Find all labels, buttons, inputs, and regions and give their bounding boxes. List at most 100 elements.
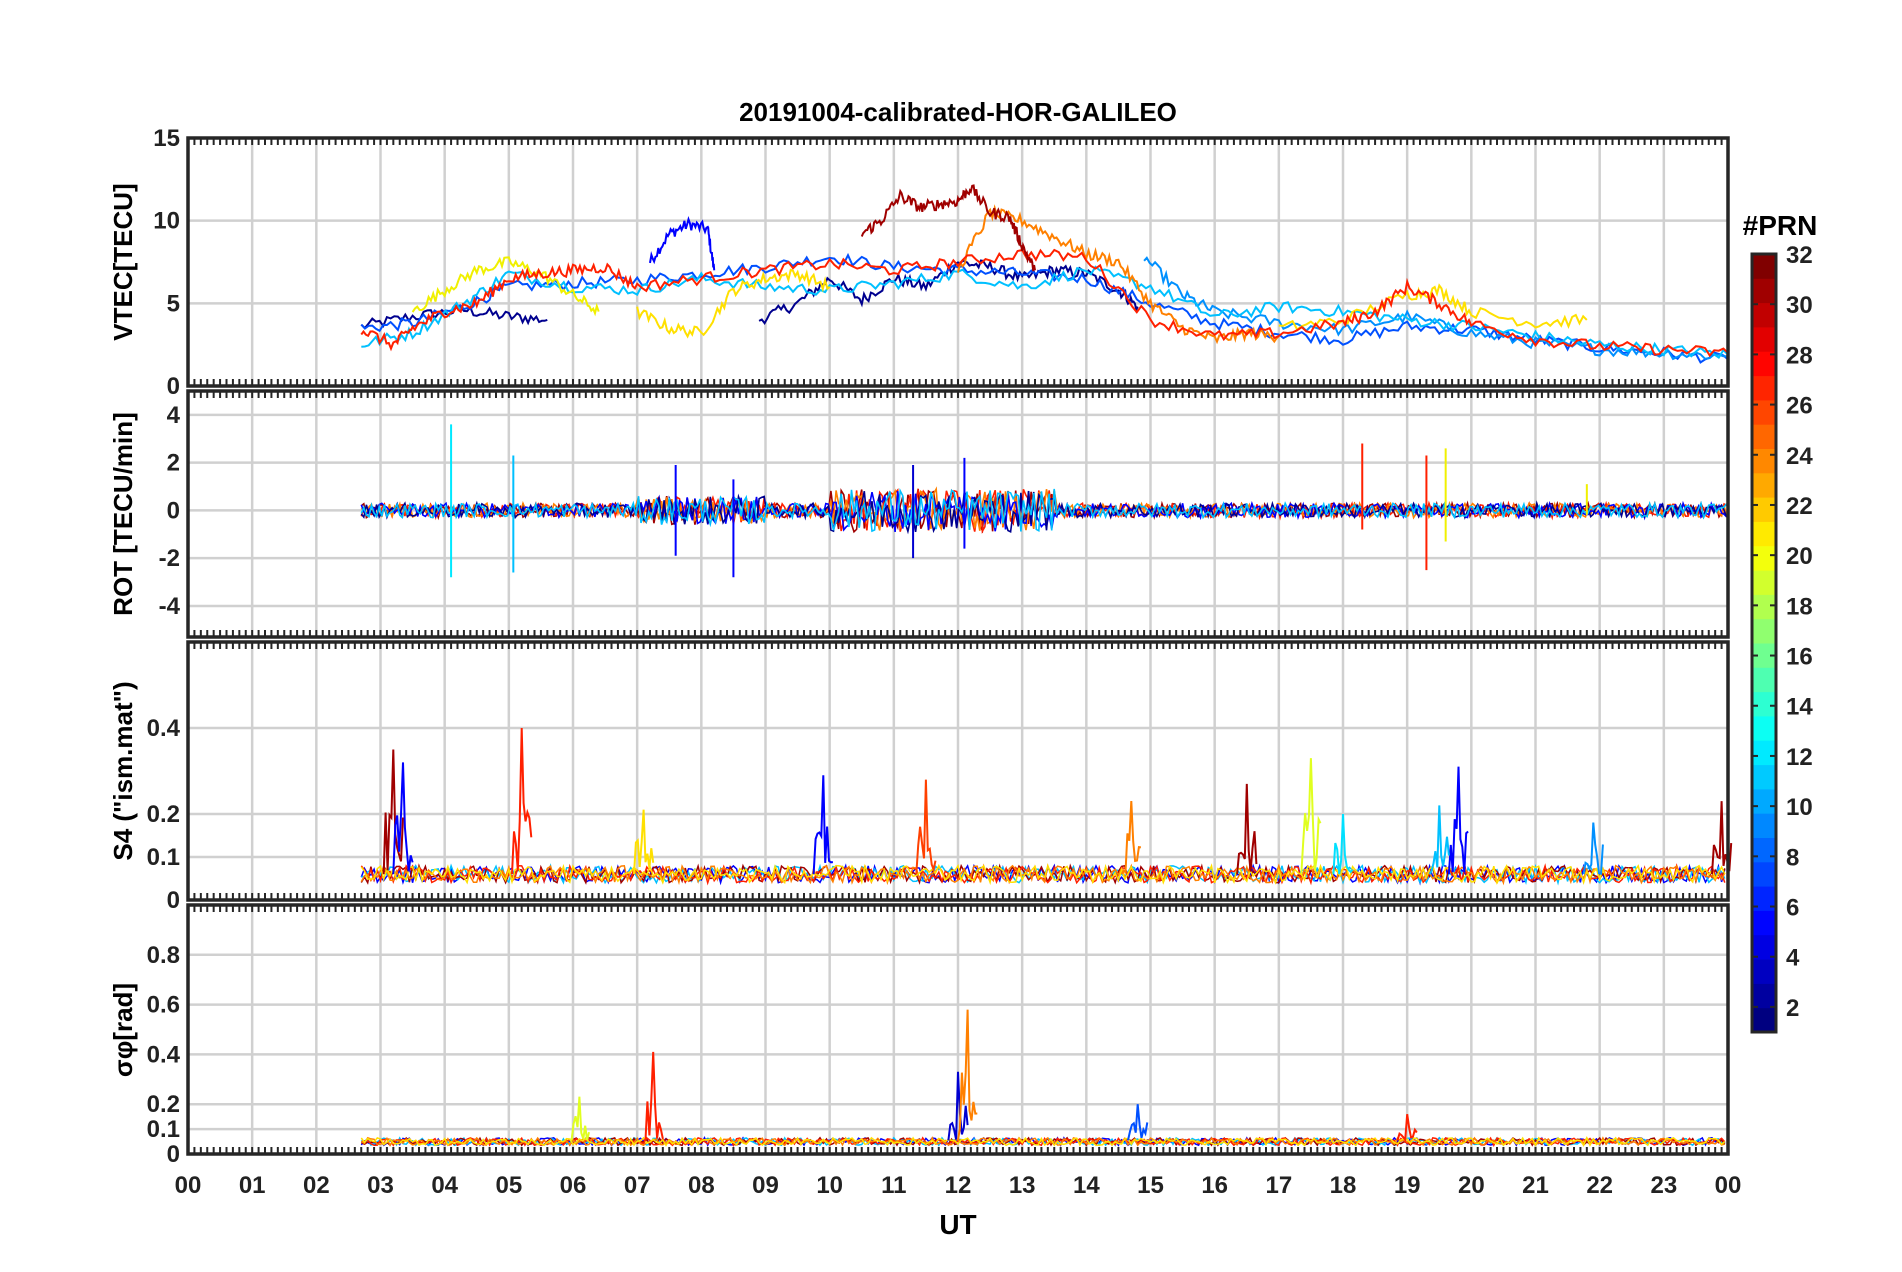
y-tick-label: 2 [167,450,180,477]
colorbar-segment [1752,910,1776,936]
y-tick-label: 4 [167,402,181,429]
x-tick-label: 13 [1009,1172,1036,1199]
vtec-series-prn-2 [758,259,1139,326]
colorbar-frame [1750,252,1778,1034]
y-tick-label: 5 [167,290,180,317]
x-tick-label: 18 [1330,1172,1357,1199]
colorbar-segment [1752,691,1776,717]
y-tick-label: 0 [167,1141,180,1168]
colorbar-tick-label: 16 [1786,644,1813,671]
peak-trace [1127,1104,1149,1141]
colorbar-label: #PRN [1743,210,1818,241]
x-tick-label: 16 [1201,1172,1228,1199]
panel-4: 00.10.2 0.4 0.6 0.8 σφ[rad] [108,903,1730,1168]
rot-noise-trace [360,488,1728,533]
y-tick-label: 0 [167,497,180,524]
x-tick-label: 19 [1394,1172,1421,1199]
colorbar-tick-label: 10 [1786,794,1813,821]
peak-trace [812,775,833,875]
colorbar-segment [1752,448,1776,474]
vtec-series-prn-2 [360,304,548,330]
vtec-series-prn-4 [649,216,716,271]
vtec-series-prn-6 [360,252,1729,364]
x-tick-label: 07 [624,1172,651,1199]
y-tick-label: 0.2 [147,1091,180,1118]
colorbar-segment [1752,254,1776,279]
colorbar-segment [1752,497,1776,522]
colorbar-tick-label: 32 [1786,242,1813,269]
colorbar-segment [1752,618,1776,644]
series-group [360,424,1728,578]
colorbar-segment [1752,667,1776,693]
colorbar-segment [1752,715,1776,741]
peak-trace [382,749,404,875]
colorbar-segment [1752,472,1776,498]
colorbar-segment [1752,521,1776,547]
colorbar-tick-label: 30 [1786,292,1813,319]
y-tick-label: 15 [153,125,180,152]
x-tick-label: 08 [688,1172,715,1199]
x-tick-label: 02 [303,1172,330,1199]
colorbar-segment [1752,934,1776,960]
peak-trace [392,762,414,875]
y-tick-label: 0.1 [147,844,180,871]
peak-trace [643,1051,664,1142]
peak-trace [957,1009,978,1141]
x-tick-labels: 00 01 02 03 04 05 06 07 08 09 10 11 12 13 14 15 16 17 18 19… [175,1172,1742,1199]
y-tick-label: 0.4 [147,715,181,742]
colorbar-segment [1752,837,1776,863]
peak-trace [511,727,533,875]
x-tick-label: 03 [367,1172,394,1199]
peak-trace [1236,783,1258,875]
vtec-series-prn-27 [360,248,1729,358]
colorbar-tick-label: 2 [1786,995,1799,1022]
x-tick-label: 10 [816,1172,843,1199]
y-axis-label: ROT [TECU/min] [108,412,138,616]
peak-trace [915,779,937,875]
y-tick-label: 0 [167,373,180,400]
colorbar-segment [1752,740,1776,766]
colorbar-segment [1752,351,1776,377]
baseline-trace [360,863,1726,886]
colorbar-tick-label: 18 [1786,593,1813,620]
baseline-trace [360,1136,1726,1147]
x-tick-label: 15 [1137,1172,1164,1199]
x-tick-label: 21 [1522,1172,1549,1199]
colorbar-segment [1752,813,1776,838]
peak-trace [1428,805,1450,875]
peak-trace [1300,758,1322,875]
baseline-trace [360,863,1726,886]
vtec-series-prn-10 [1143,256,1728,361]
x-tick-label: 22 [1586,1172,1613,1199]
colorbar-segment [1752,570,1776,595]
colorbar-segment [1752,424,1776,449]
peak-trace [1447,766,1469,875]
x-tick-label: 01 [239,1172,266,1199]
x-tick-label: 20 [1458,1172,1485,1199]
x-tick-label: 05 [495,1172,522,1199]
peak-trace [1332,813,1354,875]
y-tick-label: 0.1 [147,1116,180,1143]
y-tick-label: -4 [159,593,181,620]
y-tick-label: -2 [159,545,180,572]
x-axis-label: UT [939,1209,976,1240]
x-tick-label: 00 [1715,1172,1742,1199]
peak-trace [1582,822,1604,876]
colorbar-tick-label: 22 [1786,493,1813,520]
series-group [360,1009,1726,1148]
x-tick-label: 23 [1650,1172,1677,1199]
colorbar-segment [1752,788,1776,814]
x-tick-label: 06 [560,1172,587,1199]
colorbar-segment [1752,375,1776,401]
peak-trace [1396,1114,1418,1143]
colorbar-segment [1752,1007,1776,1033]
x-tick-label: 09 [752,1172,779,1199]
colorbar-tick-label: 8 [1786,844,1799,871]
peak-trace [633,809,655,875]
y-axis-label: σφ[rad] [108,983,138,1077]
y-axis-label: VTEC[TECU] [108,183,138,340]
vtec-series-prn-21 [636,268,831,339]
